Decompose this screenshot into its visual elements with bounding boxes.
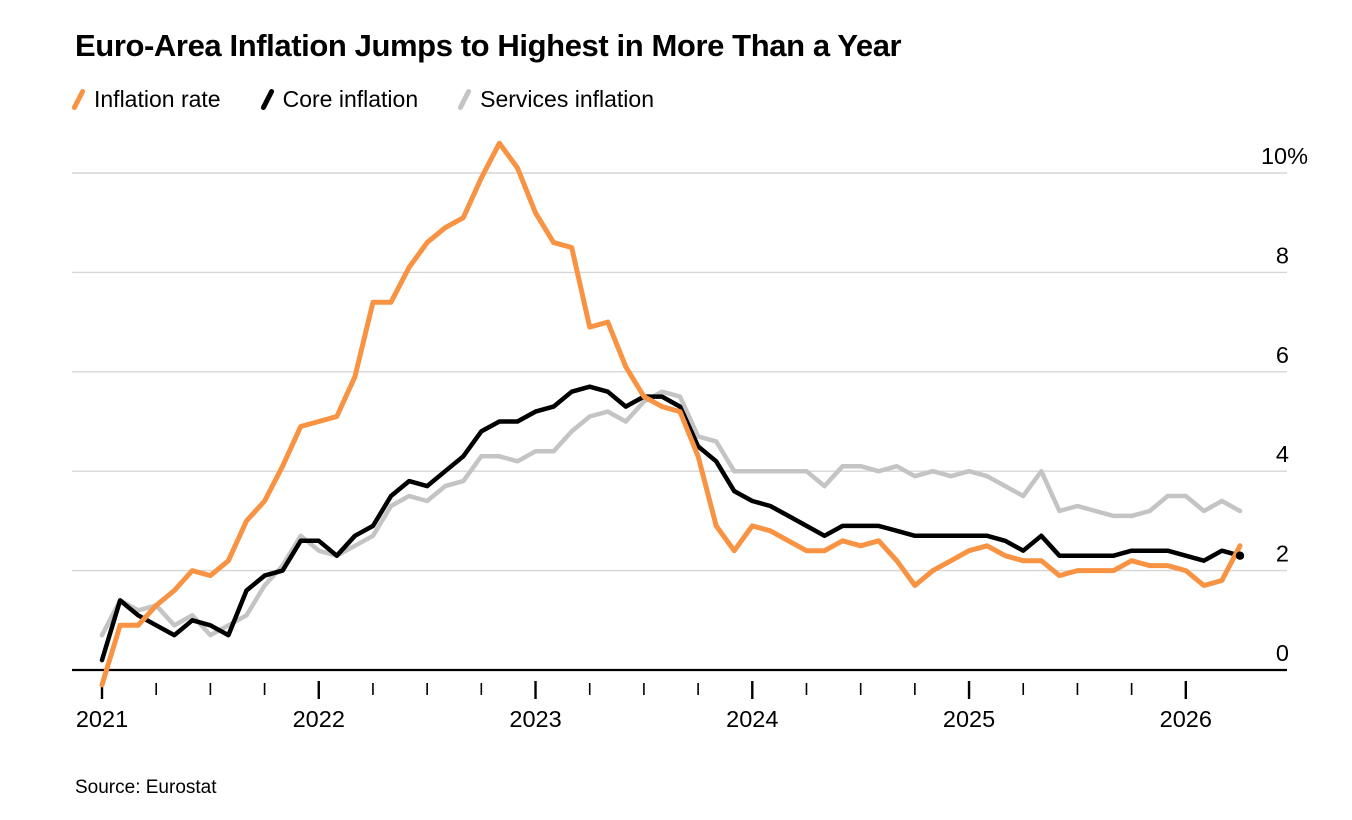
- inflation-rate-line: [99, 140, 1243, 688]
- chart-legend: Inflation rate Core inflation Services inf…: [71, 86, 654, 113]
- y-axis-label: 8: [1276, 242, 1289, 268]
- legend-label: Services inflation: [480, 86, 654, 112]
- x-axis-label: 2026: [1160, 706, 1212, 732]
- core-inflation-end-dot: [1235, 551, 1245, 560]
- x-axis-label: 2025: [943, 706, 995, 732]
- legend-item-inflation-rate: Inflation rate: [71, 86, 221, 113]
- y-axis-label: 10%: [1261, 143, 1308, 169]
- x-axis-label: 2022: [293, 706, 345, 732]
- legend-item-services-inflation: Services inflation: [457, 86, 654, 113]
- legend-label: Inflation rate: [94, 86, 221, 112]
- y-axis-label: 4: [1276, 441, 1289, 467]
- x-axis-label: 2024: [726, 706, 778, 732]
- y-axis-label: 6: [1276, 342, 1289, 368]
- legend-label: Core inflation: [282, 86, 419, 112]
- core-inflation-line: [99, 384, 1243, 663]
- source-note: Source: Eurostat: [75, 777, 217, 798]
- y-axis-label: 0: [1276, 640, 1289, 666]
- page-title: Euro-Area Inflation Jumps to Highest in …: [75, 28, 902, 63]
- x-axis-label: 2023: [509, 706, 561, 732]
- y-axis-label: 2: [1276, 541, 1289, 567]
- x-axis-label: 2021: [76, 706, 128, 732]
- legend-item-core-inflation: Core inflation: [259, 86, 419, 113]
- services-inflation-line: [99, 389, 1243, 638]
